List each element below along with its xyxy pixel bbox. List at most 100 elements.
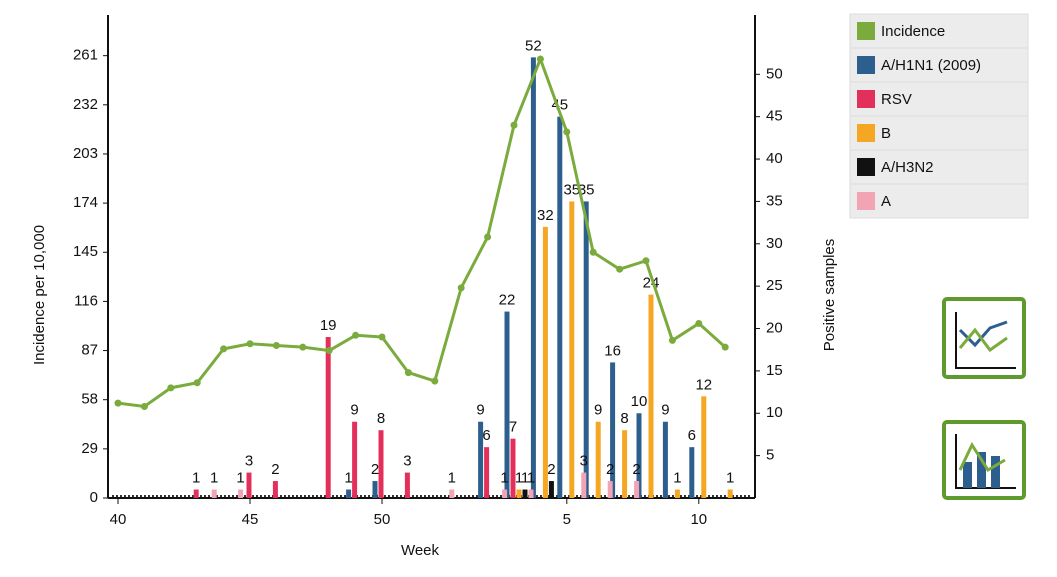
bar bbox=[504, 311, 510, 498]
bar bbox=[404, 472, 410, 498]
data-label: 9 bbox=[350, 402, 358, 419]
data-label: 8 bbox=[620, 410, 628, 427]
legend-swatch bbox=[857, 22, 875, 40]
legend-row bbox=[849, 13, 1029, 49]
line-point bbox=[563, 128, 571, 136]
data-label: 2 bbox=[271, 461, 279, 478]
data-label: 3 bbox=[245, 453, 253, 470]
data-label: 1 bbox=[236, 469, 244, 486]
y-tick-label: 145 bbox=[73, 243, 98, 260]
y2-tick-label: 50 bbox=[766, 65, 783, 82]
legend-text: Incidence bbox=[881, 23, 945, 40]
y-tick-label: 87 bbox=[81, 342, 98, 359]
line-point bbox=[431, 377, 439, 385]
data-label: 9 bbox=[594, 402, 602, 419]
bar bbox=[378, 430, 384, 498]
line-point bbox=[114, 399, 122, 407]
y-tick-label: 116 bbox=[74, 292, 98, 309]
line-point bbox=[272, 341, 280, 349]
bar bbox=[372, 481, 378, 498]
icon-bar bbox=[991, 456, 1000, 488]
data-label: 16 bbox=[604, 342, 621, 359]
bar bbox=[542, 226, 548, 498]
data-label: 12 bbox=[695, 376, 712, 393]
y-tick-label: 0 bbox=[90, 489, 98, 506]
data-label: 9 bbox=[476, 402, 484, 419]
bar bbox=[689, 447, 695, 498]
bar bbox=[238, 489, 244, 498]
bar bbox=[346, 489, 352, 498]
bar bbox=[557, 116, 563, 499]
icon-line bbox=[958, 327, 1008, 353]
data-label: 22 bbox=[499, 292, 516, 309]
y-tick-label: 174 bbox=[73, 194, 98, 211]
bar bbox=[636, 413, 642, 498]
data-label: 1 bbox=[500, 469, 508, 486]
legend-text: A/H3N2 bbox=[881, 159, 934, 176]
line-point bbox=[220, 345, 228, 353]
line-point bbox=[352, 331, 360, 339]
legend-swatch bbox=[857, 124, 875, 142]
x-tick-label: 10 bbox=[690, 511, 707, 528]
bar bbox=[484, 447, 490, 498]
line-point bbox=[616, 265, 624, 273]
line bbox=[117, 54, 727, 409]
line-point bbox=[325, 347, 333, 355]
line-point bbox=[193, 379, 201, 387]
bar bbox=[634, 481, 640, 498]
y-tick-label: 261 bbox=[73, 47, 98, 64]
button-bar-chart[interactable] bbox=[942, 420, 1026, 500]
legend-row bbox=[849, 47, 1029, 83]
data-label: 1 bbox=[673, 469, 681, 486]
data-label: 19 bbox=[320, 317, 337, 334]
legend-row bbox=[849, 81, 1029, 117]
legend-swatch bbox=[857, 90, 875, 108]
bar bbox=[727, 489, 733, 498]
data-label: 52 bbox=[525, 37, 542, 54]
legend-row bbox=[849, 183, 1029, 219]
data-label: 35 bbox=[578, 181, 595, 198]
bar bbox=[510, 438, 516, 498]
data-label: 32 bbox=[537, 207, 554, 224]
bar bbox=[528, 489, 534, 498]
bar bbox=[548, 481, 554, 498]
bar bbox=[211, 489, 217, 498]
data-label: 2 bbox=[547, 461, 555, 478]
x-axis-label: Week bbox=[401, 542, 440, 559]
legend-swatch bbox=[857, 158, 875, 176]
button-frame[interactable] bbox=[942, 297, 1026, 379]
bar bbox=[581, 472, 587, 498]
bar bbox=[583, 201, 589, 498]
bar bbox=[352, 421, 358, 498]
data-label: 35 bbox=[563, 181, 580, 198]
data-label: 2 bbox=[606, 461, 614, 478]
data-label: 2 bbox=[371, 461, 379, 478]
line-point bbox=[404, 369, 412, 377]
data-label: 3 bbox=[403, 453, 411, 470]
bar bbox=[272, 481, 278, 498]
y2-tick-label: 15 bbox=[766, 362, 783, 379]
bar bbox=[516, 489, 522, 498]
y2-tick-label: 30 bbox=[766, 235, 783, 252]
data-label: 2 bbox=[632, 461, 640, 478]
legend-swatch bbox=[857, 56, 875, 74]
line-point bbox=[695, 319, 703, 327]
legend-text: A bbox=[881, 193, 891, 210]
data-label: 6 bbox=[482, 427, 490, 444]
button-line-chart[interactable] bbox=[942, 297, 1026, 379]
data-label: 1 bbox=[344, 469, 352, 486]
y2-tick-label: 5 bbox=[766, 447, 774, 464]
bar bbox=[674, 489, 680, 498]
line-point bbox=[246, 340, 254, 348]
line-point bbox=[642, 257, 650, 265]
y-tick-label: 232 bbox=[73, 96, 98, 113]
line-point bbox=[668, 336, 676, 344]
data-label: 1 bbox=[515, 469, 523, 486]
data-label: 1 bbox=[726, 469, 734, 486]
data-label: 9 bbox=[661, 402, 669, 419]
bar bbox=[622, 430, 628, 498]
bar bbox=[662, 421, 668, 498]
y-tick-label: 203 bbox=[73, 145, 98, 162]
line-point bbox=[589, 248, 597, 256]
line-point bbox=[167, 384, 175, 392]
